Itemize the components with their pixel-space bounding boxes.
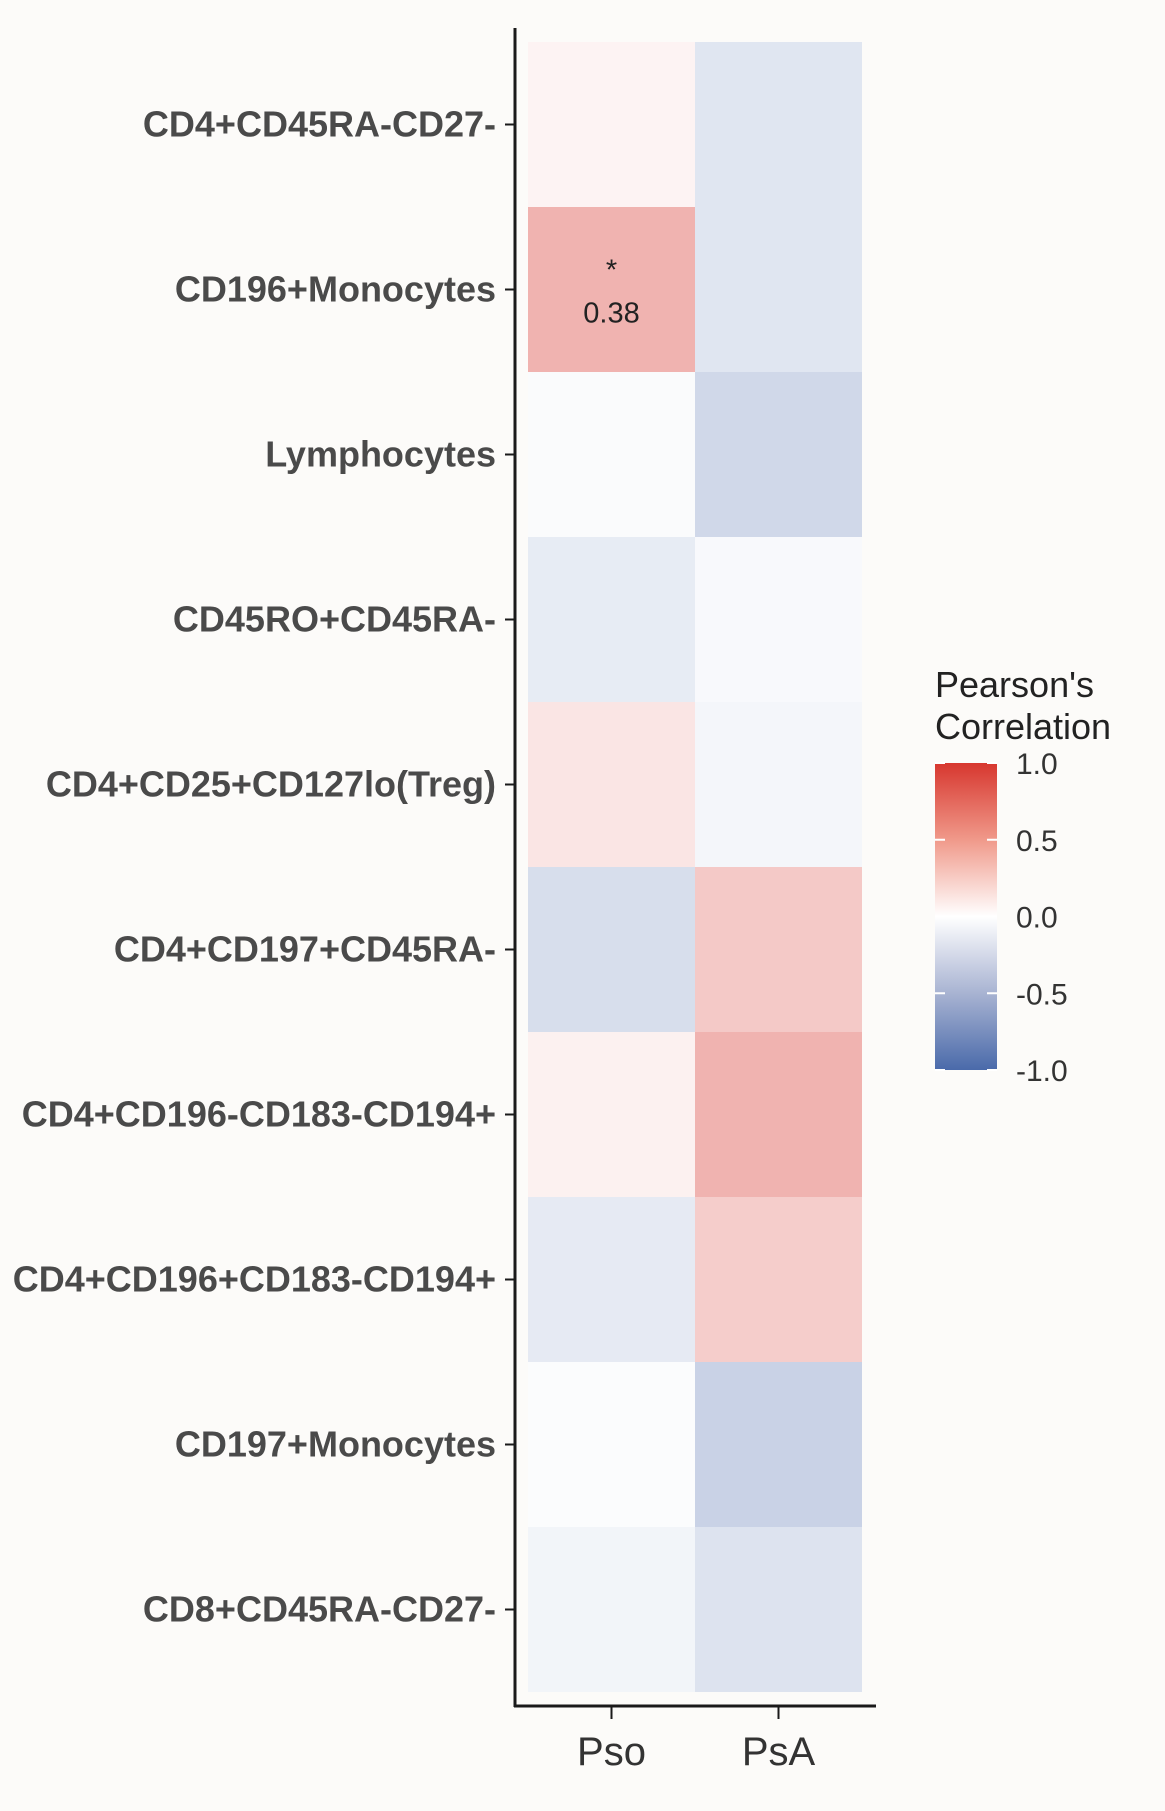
heatmap-cell-cd45ro-cd45ra-psa xyxy=(695,537,862,702)
legend-colorbar xyxy=(935,763,997,1070)
heatmap-cell-cd197-monocytes-pso xyxy=(528,1362,695,1527)
axes xyxy=(513,28,876,1708)
y-tick-label-cd4-cd25-cd127lo-treg: CD4+CD25+CD127lo(Treg) xyxy=(46,764,496,805)
legend-tick-label: -1.0 xyxy=(1016,1055,1068,1088)
heatmap-cell-cd4-cd45ra-cd27-pso xyxy=(528,42,695,207)
legend-ticks: 1.0 0.5 0.0 -0.5 -1.0 xyxy=(935,748,1068,1088)
heatmap-cell-cd4-cd196-cd183-cd194-psa xyxy=(695,1032,862,1197)
y-tick-label-cd4-cd196-cd183-cd194: CD4+CD196+CD183-CD194+ xyxy=(13,1259,496,1300)
heatmap-cell-cd4-cd197-cd45ra-psa xyxy=(695,867,862,1032)
heatmap-cell-cd4-cd25-cd127lo-treg-psa xyxy=(695,702,862,867)
y-tick-label-cd4-cd197-cd45ra: CD4+CD197+CD45RA- xyxy=(114,929,496,970)
y-tick-label-cd197-monocytes: CD197+Monocytes xyxy=(175,1424,496,1465)
heatmap-cell-cd196-monocytes-psa xyxy=(695,207,862,372)
y-tick-label-cd4-cd196-cd183-cd194: CD4+CD196-CD183-CD194+ xyxy=(22,1094,496,1135)
legend-title-line-2: Correlation xyxy=(935,706,1111,747)
legend-tick-label: 0.0 xyxy=(1016,902,1058,935)
heatmap-cell-cd45ro-cd45ra-pso xyxy=(528,537,695,702)
y-axis-ticks: CD4+CD45RA-CD27- CD196+Monocytes Lymphocyt… xyxy=(13,104,515,1630)
heatmap-cell-cd4-cd197-cd45ra-pso xyxy=(528,867,695,1032)
heatmap-cell-cd196-monocytes-pso xyxy=(528,207,695,372)
heatmap-cell-cd197-monocytes-psa xyxy=(695,1362,862,1527)
legend-tick-label: 1.0 xyxy=(1016,748,1058,781)
y-tick-label-cd45ro-cd45ra: CD45RO+CD45RA- xyxy=(173,599,496,640)
heatmap-cell-lymphocytes-psa xyxy=(695,372,862,537)
heatmap-cell-cd8-cd45ra-cd27-pso xyxy=(528,1527,695,1692)
heatmap-cell-cd4-cd196-cd183-cd194-pso xyxy=(528,1032,695,1197)
y-tick-label-cd8-cd45ra-cd27: CD8+CD45RA-CD27- xyxy=(143,1589,496,1630)
heatmap-cell-lymphocytes-pso xyxy=(528,372,695,537)
x-tick-label-pso: Pso xyxy=(577,1730,646,1774)
color-legend: Pearson's Correlation 1.0 0.5 0.0 -0.5 -1.0 xyxy=(935,664,1111,1088)
y-tick-label-lymphocytes: Lymphocytes xyxy=(265,434,496,475)
cell-annotations: * 0.38 xyxy=(583,255,639,330)
significance-mark: * xyxy=(606,255,617,287)
heatmap-cell-cd4-cd45ra-cd27-psa xyxy=(695,42,862,207)
y-tick-label-cd196-monocytes: CD196+Monocytes xyxy=(175,269,496,310)
heatmap-cells xyxy=(528,42,862,1692)
heatmap-cell-cd4-cd196-cd183-cd194-psa xyxy=(695,1197,862,1362)
heatmap-cell-cd4-cd196-cd183-cd194-pso xyxy=(528,1197,695,1362)
heatmap-cell-cd4-cd25-cd127lo-treg-pso xyxy=(528,702,695,867)
legend-tick-label: 0.5 xyxy=(1016,825,1058,858)
x-tick-label-psa: PsA xyxy=(742,1730,816,1774)
legend-title-line-1: Pearson's xyxy=(935,664,1094,705)
heatmap-cell-cd8-cd45ra-cd27-psa xyxy=(695,1527,862,1692)
y-tick-label-cd4-cd45ra-cd27: CD4+CD45RA-CD27- xyxy=(143,104,496,145)
x-axis-ticks: Pso PsA xyxy=(577,1707,816,1774)
legend-tick-label: -0.5 xyxy=(1016,978,1068,1011)
annotation-value: 0.38 xyxy=(583,298,639,330)
